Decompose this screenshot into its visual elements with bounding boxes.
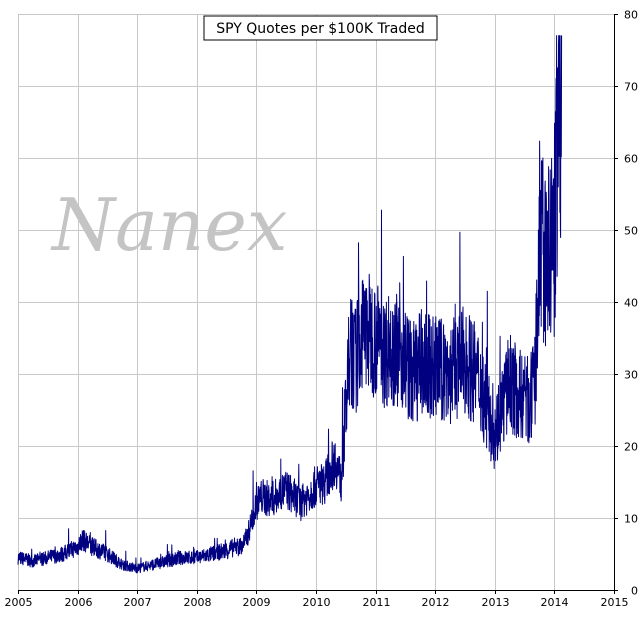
y-tick-label: 20: [624, 441, 638, 454]
y-tick-label: 40: [624, 297, 638, 310]
x-tick-label: 2015: [601, 596, 629, 609]
x-tick-label: 2011: [363, 596, 391, 609]
y-tick-label: 80: [624, 9, 638, 22]
x-tick-label: 2009: [243, 596, 271, 609]
x-tick-label: 2005: [5, 596, 33, 609]
x-tick-label: 2014: [541, 596, 569, 609]
y-tick-label: 30: [624, 369, 638, 382]
x-tick-label: 2013: [482, 596, 510, 609]
y-tick-label: 0: [631, 585, 638, 598]
x-tick-label: 2007: [124, 596, 152, 609]
x-tick-label: 2008: [184, 596, 212, 609]
series-layer: [17, 35, 563, 574]
watermark-logo: Nanex: [50, 183, 288, 267]
series-line: [17, 35, 563, 574]
chart-title: SPY Quotes per $100K Traded: [216, 21, 425, 37]
x-tick-label: 2006: [65, 596, 93, 609]
x-tick-label: 2010: [303, 596, 331, 609]
y-tick-label: 50: [624, 225, 638, 238]
axes: 2005 2006 2007 2008 2009 2010 2011 2012 2013 2014…: [5, 9, 639, 610]
y-tick-label: 60: [624, 153, 638, 166]
y-tick-label: 10: [624, 513, 638, 526]
x-tick-label: 2012: [422, 596, 450, 609]
y-tick-label: 70: [624, 81, 638, 94]
chart-title-box: SPY Quotes per $100K Traded: [203, 15, 438, 41]
